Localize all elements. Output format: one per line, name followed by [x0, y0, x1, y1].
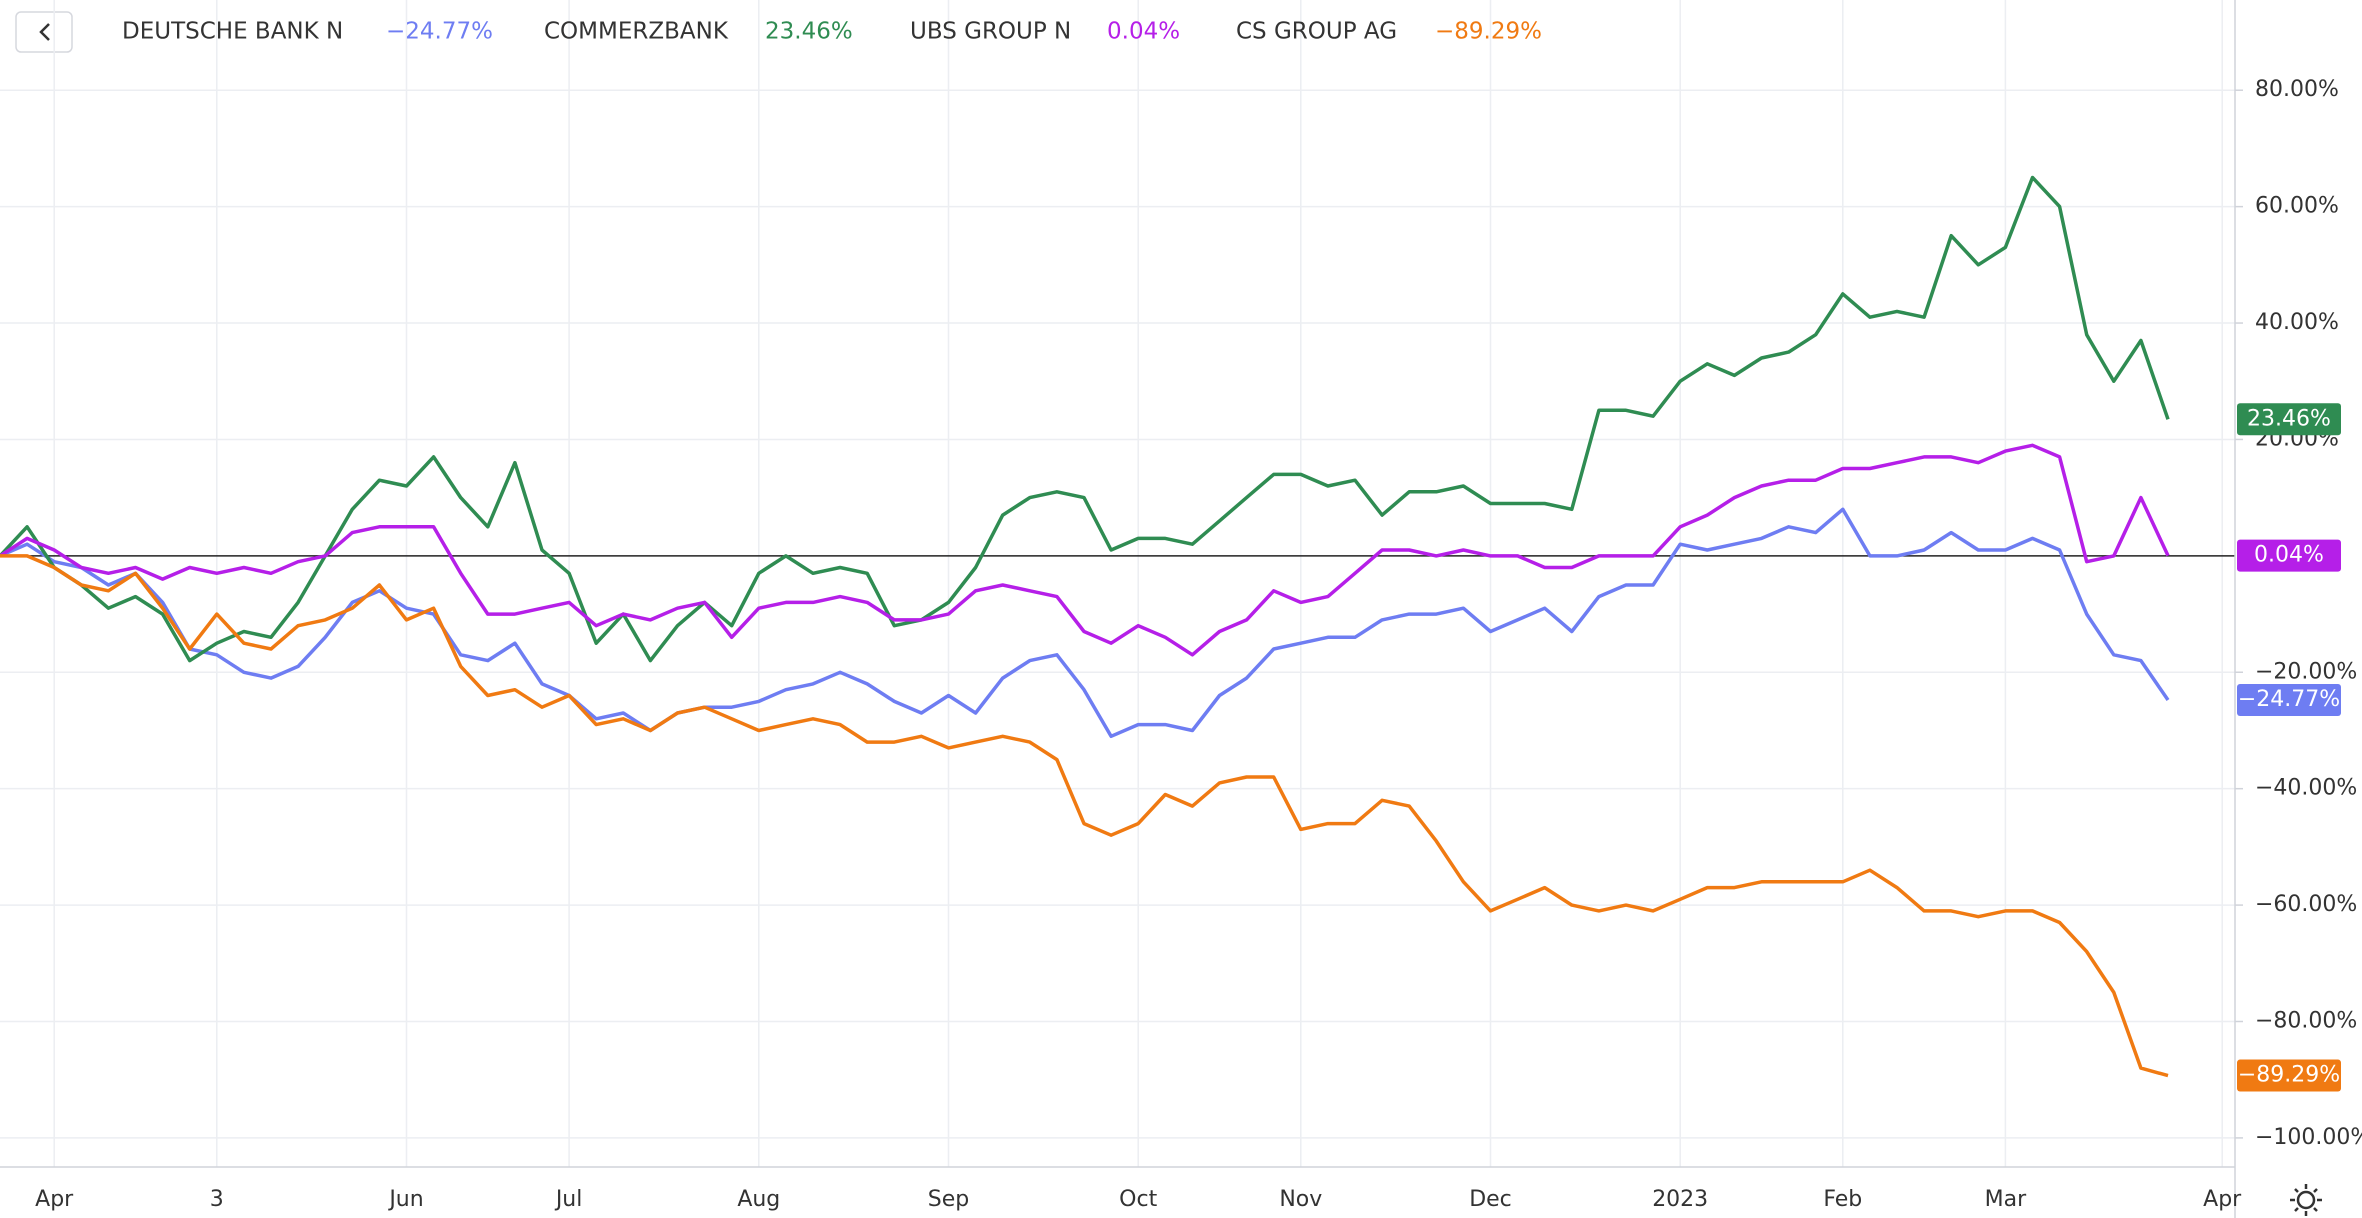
x-tick-label: Apr [2203, 1187, 2242, 1212]
x-tick-label: Oct [1119, 1187, 1157, 1212]
axis-labels: 80.00%60.00%40.00%20.00%−20.00%−40.00%−6… [35, 19, 2362, 1213]
value-badge [2237, 1059, 2341, 1092]
y-tick-label: −80.00% [2255, 1008, 2357, 1033]
y-tick-label: −60.00% [2255, 892, 2357, 917]
back-icon [39, 23, 50, 41]
y-tick-label: −40.00% [2255, 776, 2357, 801]
y-tick-label: 40.00% [2255, 310, 2339, 335]
value-badge [2237, 539, 2341, 572]
x-tick-label: Dec [1469, 1187, 1512, 1212]
back-button[interactable] [15, 11, 73, 53]
x-tick-label: Feb [1823, 1187, 1862, 1212]
x-tick-label: Aug [737, 1187, 780, 1212]
plot [0, 175, 2170, 1078]
legend-name: COMMERZBANK [544, 19, 729, 45]
value-badge-label: 0.04% [2254, 543, 2324, 568]
gear[interactable] [2296, 1190, 2316, 1210]
x-tick-label: 2023 [1652, 1187, 1708, 1212]
series-line [0, 175, 2170, 663]
settings-icon[interactable] [2290, 1184, 2322, 1216]
gear-teeth [2290, 1184, 2322, 1216]
value-badge-label: −89.29% [2238, 1063, 2340, 1088]
series-line [0, 443, 2170, 657]
x-tick-label: Apr [35, 1187, 74, 1212]
x-tick-label: Mar [1985, 1187, 2027, 1212]
legend-value: −24.77% [386, 19, 493, 45]
grid [0, 0, 2235, 1167]
x-tick-label: Sep [928, 1187, 969, 1212]
y-tick-label: 80.00% [2255, 77, 2339, 102]
x-tick-label: 3 [210, 1187, 224, 1212]
legend-value: −89.29% [1435, 19, 1542, 45]
legend-value: 0.04% [1107, 19, 1180, 45]
x-tick-label: Nov [1279, 1187, 1322, 1212]
y-tick-label: 60.00% [2255, 194, 2339, 219]
value-badge-label: −24.77% [2238, 687, 2340, 712]
legend-name: DEUTSCHE BANK N [122, 19, 343, 45]
legend-value: 23.46% [765, 19, 853, 45]
y-tick-label: −100.00% [2255, 1125, 2362, 1150]
value-badge-label: 23.46% [2247, 406, 2331, 431]
x-tick-label: Jul [554, 1187, 583, 1212]
series-line [0, 554, 2169, 1078]
value-badge [2237, 684, 2341, 717]
legend-name: CS GROUP AG [1236, 19, 1397, 45]
y-tick-label: −20.00% [2255, 659, 2357, 684]
legend-name: UBS GROUP N [910, 19, 1071, 45]
x-tick-label: Jun [387, 1187, 423, 1212]
value-badge [2237, 403, 2341, 436]
